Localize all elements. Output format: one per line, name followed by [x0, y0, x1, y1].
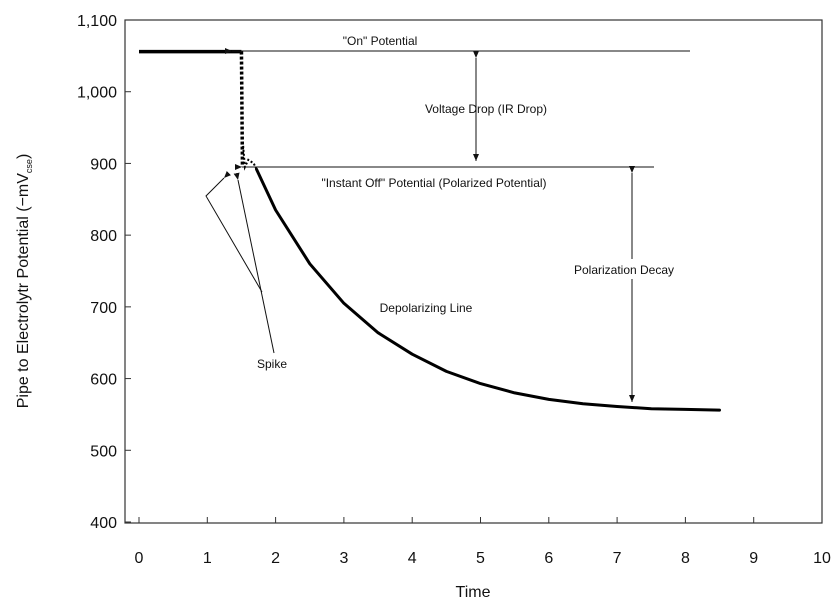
x-tick-label: 10	[813, 550, 831, 567]
y-tick-label: 900	[90, 156, 117, 173]
polarization-decay-label-bg	[556, 259, 692, 279]
x-tick-label: 9	[749, 550, 758, 567]
x-tick-label: 0	[135, 550, 144, 567]
x-axis-ticks: 0 1 2 3 4 5 6 7 8 9 10	[135, 517, 831, 567]
x-tick-label: 5	[476, 550, 485, 567]
spike-label: Spike	[257, 357, 287, 371]
y-tick-label: 700	[90, 300, 117, 317]
y-axis-ticks: 400 500 600 700 800 900 1,000 1,100	[77, 13, 131, 532]
x-tick-label: 2	[271, 550, 280, 567]
x-axis-label: Time	[456, 584, 491, 601]
spike-pointer-right	[233, 172, 275, 354]
y-axis-label-end: )	[15, 154, 32, 159]
y-tick-label: 1,100	[77, 13, 117, 30]
polarization-decay-label: Polarization Decay	[574, 263, 674, 277]
x-tick-label: 8	[681, 550, 690, 567]
on-potential-label: "On" Potential	[343, 34, 418, 48]
spike-pointer-left	[205, 170, 263, 293]
y-tick-label: 400	[90, 515, 117, 532]
depolarizing-line-label: Depolarizing Line	[380, 301, 473, 315]
series-layer	[139, 49, 721, 412]
y-tick-label: 500	[90, 443, 117, 460]
y-axis-label-main: Pipe to Electrolytr Potential (−mV	[15, 173, 32, 409]
y-tick-label: 1,000	[77, 85, 117, 102]
y-tick-label: 800	[90, 228, 117, 245]
plot-area	[124, 19, 823, 524]
y-axis-label-subscript: cse	[24, 159, 34, 173]
depolarizing-curve	[255, 167, 721, 412]
y-axis-label: Pipe to Electrolytr Potential (−mVcse)	[15, 154, 34, 409]
x-tick-label: 3	[339, 550, 348, 567]
spike-segment	[241, 141, 258, 171]
x-tick-label: 6	[544, 550, 553, 567]
annotations: "On" Potential "Instant Off" Potential (…	[205, 34, 692, 402]
instant-off-label: "Instant Off" Potential (Polarized Poten…	[321, 176, 546, 190]
x-tick-label: 1	[203, 550, 212, 567]
x-tick-label: 4	[408, 550, 417, 567]
y-tick-label: 600	[90, 372, 117, 389]
voltage-drop-label: Voltage Drop (IR Drop)	[425, 102, 547, 116]
x-tick-label: 7	[613, 550, 622, 567]
ir-drop-segment	[239, 51, 245, 168]
